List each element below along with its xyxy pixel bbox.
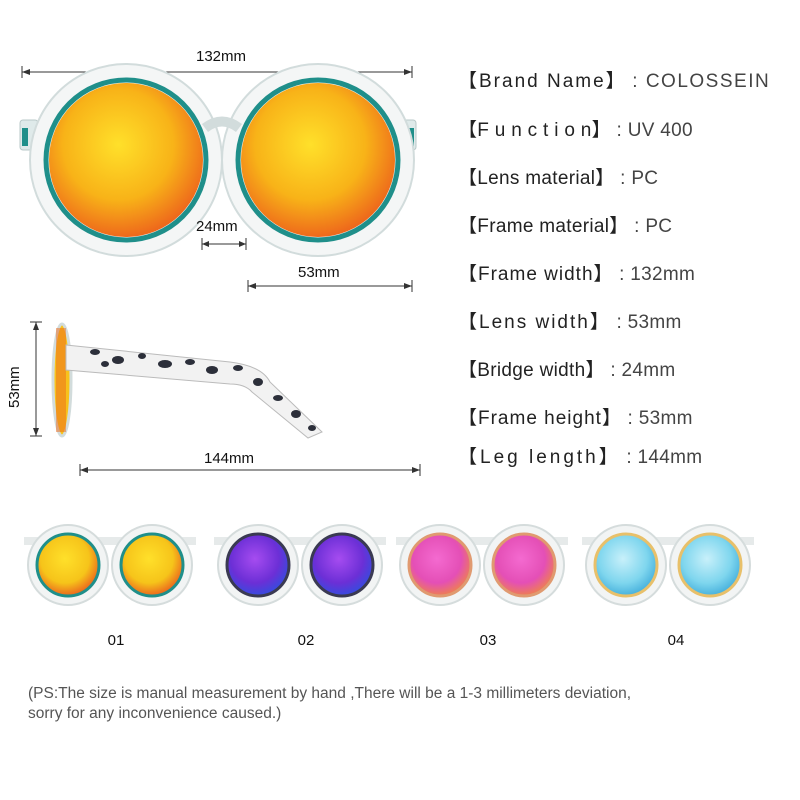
- spec-key: 【Leg length】: [458, 447, 621, 468]
- variant-label-02: 02: [297, 632, 315, 649]
- spec-key: 【Bridge width】: [458, 360, 605, 381]
- spec-row: 【Frame width】 : 132mm: [458, 259, 695, 286]
- spec-row: 【Brand Name】 : COLOSSEIN: [458, 66, 770, 93]
- spec-value: : 24mm: [610, 360, 676, 381]
- leg-label: 144mm: [204, 450, 255, 467]
- height-label: 53mm: [6, 366, 23, 408]
- width-label: 132mm: [196, 48, 247, 65]
- variant-label-01: 01: [107, 632, 125, 649]
- bridge-label: 24mm: [196, 218, 238, 235]
- spec-row: 【Frame height】 : 53mm: [458, 403, 693, 430]
- front-view: [19, 63, 417, 292]
- variant-04-glasses: [582, 524, 754, 606]
- variant-03-glasses: [396, 524, 568, 606]
- spec-key: 【Lens width】: [458, 312, 611, 333]
- spec-row: 【Bridge width】 : 24mm: [458, 355, 676, 382]
- spec-value: : PC: [620, 168, 659, 189]
- spec-row: 【Lens width】 : 53mm: [458, 307, 682, 334]
- variant-02-glasses: [214, 524, 386, 606]
- measurement-note: (PS:The size is manual measurement by ha…: [28, 685, 632, 722]
- spec-value: : 53mm: [627, 408, 693, 429]
- lens-label: 53mm: [298, 264, 340, 281]
- spec-key: 【Brand Name】: [458, 71, 627, 92]
- height-dimension-line: [30, 321, 42, 437]
- spec-value: : UV 400: [616, 120, 693, 141]
- spec-row: 【Frame material】 : PC: [458, 211, 672, 238]
- spec-key: 【Lens material】: [458, 168, 615, 189]
- spec-value: : 144mm: [626, 447, 703, 468]
- variant-label-04: 04: [667, 632, 685, 649]
- spec-key: 【Frame height】: [458, 408, 622, 429]
- side-view: [30, 321, 421, 476]
- variant-label-03: 03: [479, 632, 497, 649]
- spec-value: : 132mm: [619, 264, 696, 285]
- spec-key: 【Frame material】: [458, 216, 629, 237]
- leg-dimension-line: [79, 464, 421, 476]
- spec-key: 【Frame width】: [458, 264, 614, 285]
- spec-row: 【Lens material】 : PC: [458, 163, 658, 190]
- spec-value: : COLOSSEIN: [632, 71, 771, 92]
- spec-row: 【F u n c t i o n】 : UV 400: [458, 115, 693, 142]
- spec-value: : 53mm: [616, 312, 682, 333]
- variant-gallery: [24, 524, 754, 606]
- spec-value: : PC: [634, 216, 673, 237]
- spec-row: 【Leg length】 : 144mm: [458, 442, 702, 469]
- spec-key: 【F u n c t i o n】: [458, 120, 611, 141]
- lens-dimension-line: [247, 280, 413, 292]
- variant-01-glasses: [24, 524, 196, 606]
- bridge-dimension-line: [201, 238, 247, 250]
